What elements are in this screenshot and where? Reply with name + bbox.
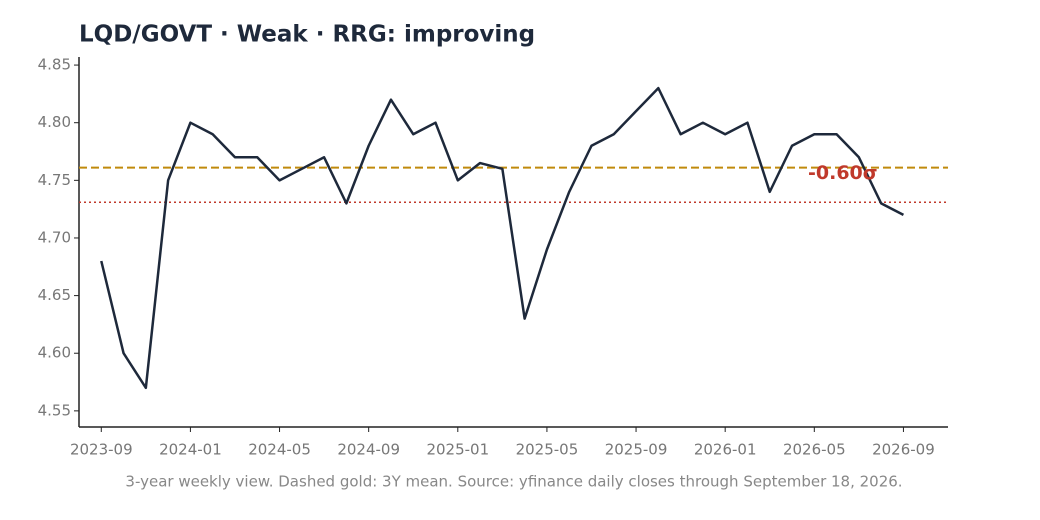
y-tick-label: 4.60 bbox=[38, 344, 71, 362]
y-tick-label: 4.85 bbox=[38, 56, 71, 74]
annotation: -0.60σ bbox=[808, 162, 878, 184]
y-tick-label: 4.80 bbox=[38, 113, 71, 131]
series-line bbox=[100, 86, 905, 390]
y-tick-label: 4.75 bbox=[38, 171, 71, 189]
x-tick-label: 2026-01 bbox=[694, 441, 757, 459]
y-tick-label: 4.65 bbox=[38, 286, 71, 304]
x-tick-label: 2025-01 bbox=[426, 441, 489, 459]
x-tick-label: 2025-05 bbox=[516, 441, 579, 459]
x-tick-label: 2026-05 bbox=[783, 441, 846, 459]
chart-title: LQD/GOVT · Weak · RRG: improving bbox=[79, 22, 535, 48]
x-tick-label: 2023-09 bbox=[70, 441, 133, 459]
y-tick-label: 4.70 bbox=[38, 228, 71, 246]
footnote: 3-year weekly view. Dashed gold: 3Y mean… bbox=[125, 473, 902, 491]
y-tick-label: 4.55 bbox=[38, 401, 71, 419]
x-tick-label: 2025-09 bbox=[605, 441, 668, 459]
x-tick-label: 2024-09 bbox=[337, 441, 400, 459]
x-tick-label: 2026-09 bbox=[872, 441, 935, 459]
x-tick-label: 2024-01 bbox=[159, 441, 222, 459]
x-tick-label: 2024-05 bbox=[248, 441, 311, 459]
